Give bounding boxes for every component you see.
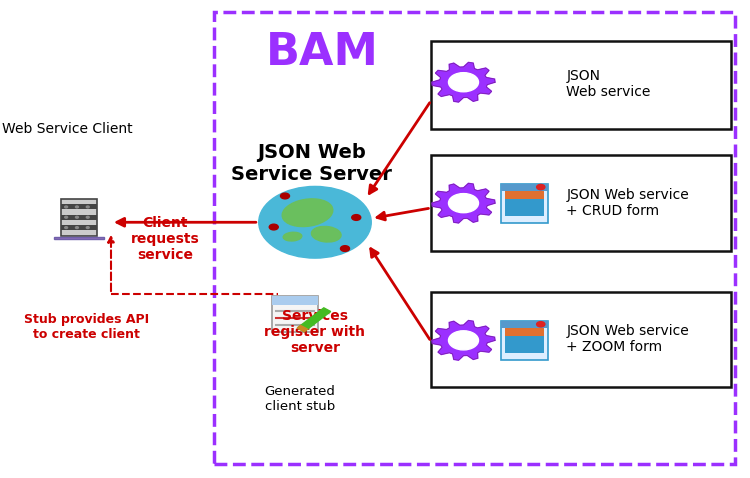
FancyBboxPatch shape bbox=[505, 199, 544, 207]
FancyBboxPatch shape bbox=[272, 296, 318, 332]
FancyBboxPatch shape bbox=[501, 321, 548, 328]
Text: BAM: BAM bbox=[266, 31, 379, 74]
Ellipse shape bbox=[284, 232, 302, 241]
FancyBboxPatch shape bbox=[505, 207, 544, 216]
FancyBboxPatch shape bbox=[431, 292, 731, 387]
FancyBboxPatch shape bbox=[431, 155, 731, 251]
FancyBboxPatch shape bbox=[505, 191, 544, 200]
Text: Stub provides API
to create client: Stub provides API to create client bbox=[24, 314, 148, 341]
Circle shape bbox=[340, 246, 350, 251]
Text: JSON Web
Service Server: JSON Web Service Server bbox=[231, 143, 392, 184]
Circle shape bbox=[280, 193, 290, 199]
Circle shape bbox=[64, 217, 68, 218]
FancyBboxPatch shape bbox=[501, 184, 548, 223]
Text: Web Service Client: Web Service Client bbox=[2, 122, 133, 136]
FancyBboxPatch shape bbox=[61, 225, 97, 230]
Ellipse shape bbox=[311, 227, 341, 242]
Circle shape bbox=[86, 227, 89, 228]
Circle shape bbox=[76, 217, 79, 218]
Circle shape bbox=[64, 206, 68, 208]
Circle shape bbox=[76, 227, 79, 228]
Circle shape bbox=[352, 215, 361, 220]
Circle shape bbox=[86, 217, 89, 218]
FancyBboxPatch shape bbox=[431, 41, 731, 129]
Circle shape bbox=[448, 194, 478, 213]
FancyBboxPatch shape bbox=[272, 296, 318, 305]
Ellipse shape bbox=[282, 199, 333, 227]
Circle shape bbox=[76, 206, 79, 208]
FancyBboxPatch shape bbox=[501, 184, 548, 191]
Circle shape bbox=[259, 186, 371, 258]
Text: Generated
client stub: Generated client stub bbox=[265, 385, 335, 413]
Text: Client
requests
service: Client requests service bbox=[130, 216, 200, 262]
FancyBboxPatch shape bbox=[505, 328, 544, 337]
Circle shape bbox=[269, 224, 278, 230]
Circle shape bbox=[448, 73, 478, 92]
FancyBboxPatch shape bbox=[501, 321, 548, 360]
Polygon shape bbox=[432, 321, 495, 360]
Circle shape bbox=[86, 206, 89, 208]
Text: JSON
Web service: JSON Web service bbox=[566, 68, 650, 99]
Circle shape bbox=[448, 331, 478, 350]
FancyBboxPatch shape bbox=[53, 237, 104, 239]
FancyBboxPatch shape bbox=[61, 215, 97, 220]
Text: JSON Web service
+ ZOOM form: JSON Web service + ZOOM form bbox=[566, 324, 689, 355]
Polygon shape bbox=[297, 326, 307, 332]
Circle shape bbox=[537, 322, 544, 327]
Polygon shape bbox=[432, 63, 495, 102]
FancyBboxPatch shape bbox=[505, 336, 544, 345]
Circle shape bbox=[537, 185, 544, 190]
FancyBboxPatch shape bbox=[505, 345, 544, 353]
Text: JSON Web service
+ CRUD form: JSON Web service + CRUD form bbox=[566, 188, 689, 218]
Circle shape bbox=[64, 227, 68, 228]
FancyBboxPatch shape bbox=[61, 205, 97, 209]
FancyBboxPatch shape bbox=[61, 199, 97, 236]
Polygon shape bbox=[297, 308, 331, 332]
Text: Services
register with
server: Services register with server bbox=[265, 309, 365, 356]
Polygon shape bbox=[432, 184, 495, 223]
